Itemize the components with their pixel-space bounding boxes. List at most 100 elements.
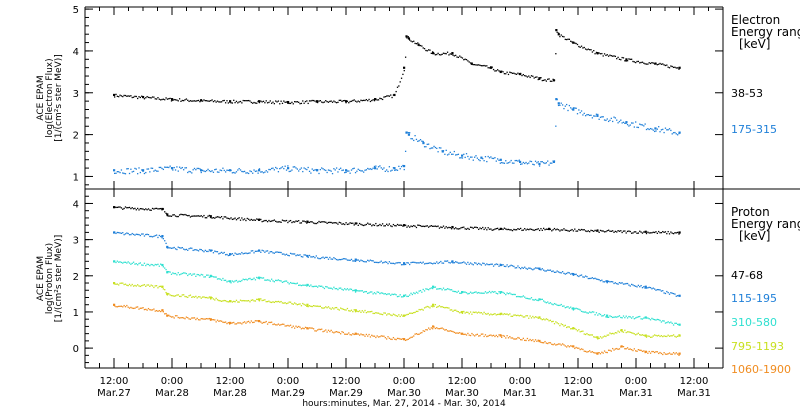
- trace-dot: [647, 287, 649, 289]
- trace-dot: [314, 222, 316, 225]
- trace-dot: [132, 233, 135, 236]
- trace-dot: [299, 284, 301, 286]
- trace-dot: [584, 350, 587, 353]
- trace-dot: [153, 308, 155, 310]
- data-point: [171, 98, 174, 101]
- trace-dot: [241, 102, 243, 104]
- trace-dot: [423, 263, 426, 265]
- trace-dot: [325, 169, 327, 172]
- trace-dot: [491, 314, 493, 316]
- trace-dot: [364, 224, 366, 226]
- trace-dot: [632, 284, 634, 286]
- trace-dot: [613, 55, 615, 57]
- trace-dot: [610, 230, 612, 232]
- trace-dot: [254, 320, 257, 322]
- trace-dot: [383, 261, 385, 264]
- trace-dot: [468, 158, 470, 160]
- trace-dot: [318, 328, 320, 330]
- trace-dot: [181, 317, 183, 319]
- trace-dot: [572, 230, 575, 232]
- trace-dot: [310, 221, 312, 223]
- trace-dot: [168, 247, 170, 249]
- trace-dot: [676, 353, 679, 355]
- trace-dot: [231, 253, 234, 255]
- trace-dot: [648, 350, 650, 353]
- trace-dot: [563, 228, 565, 230]
- trace-dot: [490, 228, 492, 230]
- trace-dot: [492, 334, 495, 337]
- trace-dot: [293, 282, 296, 285]
- trace-dot: [335, 258, 338, 261]
- trace-dot: [606, 334, 608, 336]
- trace-dot: [138, 308, 140, 310]
- trace-dot: [664, 64, 667, 67]
- trace-dot: [211, 297, 213, 299]
- trace-dot: [183, 99, 185, 102]
- trace-dot: [160, 310, 162, 313]
- trace-dot: [578, 45, 580, 48]
- trace-dot: [593, 115, 595, 117]
- trace-dot: [593, 277, 595, 280]
- trace-dot: [653, 231, 656, 234]
- trace-dot: [675, 295, 677, 297]
- trace-dot: [312, 255, 315, 258]
- trace-dot: [422, 140, 424, 143]
- trace-dot: [149, 235, 151, 238]
- trace-dot: [513, 162, 515, 164]
- trace-dot: [415, 262, 418, 264]
- trace-dot: [536, 76, 538, 78]
- trace-dot: [398, 224, 400, 226]
- trace-dot: [203, 318, 205, 320]
- trace-dot: [262, 299, 265, 301]
- trace-dot: [595, 312, 598, 314]
- trace-dot: [214, 276, 216, 278]
- trace-dot: [670, 292, 672, 294]
- trace-dot: [368, 98, 370, 101]
- trace-dot: [116, 306, 119, 308]
- trace-dot: [639, 123, 641, 125]
- trace-dot: [154, 98, 156, 100]
- trace-dot: [258, 218, 261, 220]
- trace-dot: [449, 226, 451, 229]
- trace-dot: [601, 337, 603, 339]
- trace-dot: [529, 298, 531, 300]
- trace-dot: [325, 221, 327, 223]
- trace-dot: [307, 256, 309, 259]
- legend-title-line: Electron: [731, 13, 780, 27]
- trace-dot: [272, 219, 274, 222]
- trace-dot: [549, 80, 552, 82]
- trace-dot: [452, 262, 454, 264]
- trace-dot: [376, 99, 378, 101]
- trace-dot: [430, 225, 432, 227]
- trace-dot: [676, 295, 679, 297]
- trace-dot: [311, 168, 313, 170]
- trace-dot: [344, 309, 346, 311]
- trace-dot: [275, 220, 277, 223]
- data-point: [678, 334, 681, 337]
- trace-dot: [200, 215, 202, 217]
- trace-dot: [330, 287, 332, 289]
- trace-dot: [432, 51, 434, 53]
- trace-dot: [373, 312, 376, 315]
- trace-dot: [311, 285, 313, 288]
- trace-dot: [506, 228, 508, 231]
- trace-dot: [507, 228, 510, 231]
- trace-dot: [606, 118, 608, 120]
- trace-dot: [436, 306, 438, 308]
- data-point: [555, 29, 558, 32]
- trace-dot: [625, 315, 627, 317]
- trace-dot: [421, 140, 423, 142]
- trace-dot: [644, 316, 646, 319]
- trace-dot: [164, 211, 166, 213]
- trace-dot: [670, 231, 672, 233]
- trace-dot: [392, 313, 395, 315]
- trace-dot: [390, 294, 392, 296]
- trace-dot: [195, 248, 197, 251]
- trace-dot: [272, 301, 274, 303]
- trace-dot: [261, 171, 263, 173]
- data-point: [258, 100, 261, 103]
- trace-dot: [229, 254, 231, 256]
- trace-dot: [603, 350, 606, 352]
- trace-dot: [491, 290, 493, 293]
- trace-dot: [226, 169, 228, 171]
